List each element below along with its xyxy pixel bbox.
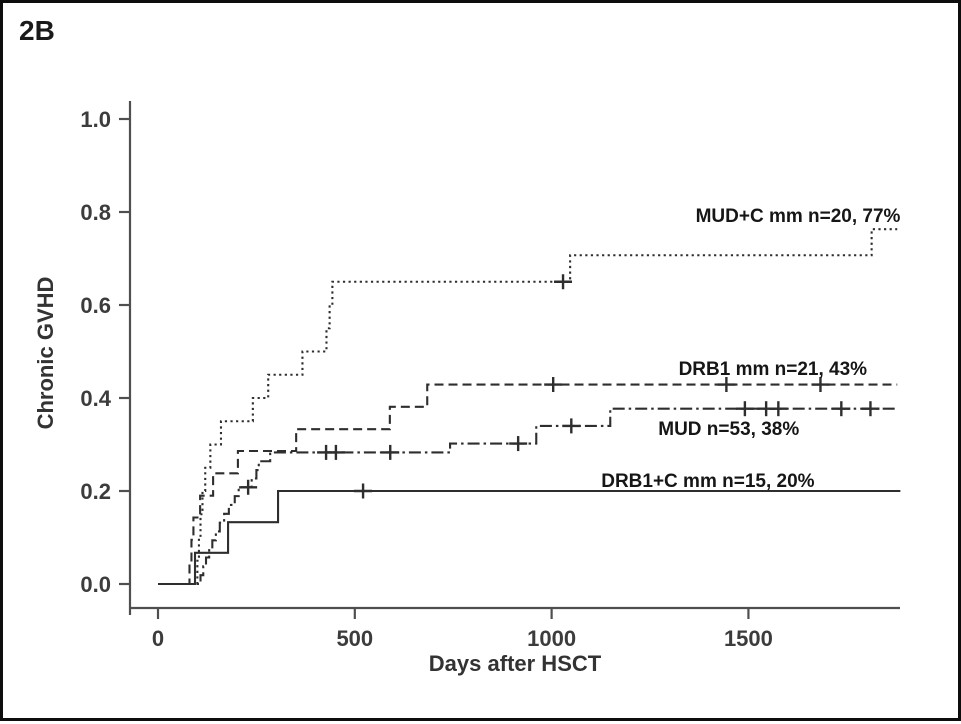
- axes: [128, 101, 900, 615]
- mud-curve: [158, 407, 898, 586]
- y-axis-title: Chronic GVHD: [33, 277, 58, 430]
- x-tick-label-0: 0: [152, 626, 164, 651]
- y-tick-label-4: 0.8: [80, 200, 111, 225]
- figure-label: 2B: [19, 15, 55, 46]
- series-mud-c-mm: [158, 228, 898, 586]
- series-drb1-mm: [158, 377, 898, 586]
- y-tick-label-2: 0.4: [80, 386, 111, 411]
- chart-canvas: 0.0 0.2 0.4 0.6 0.8 1.0 0 500 1000 1500 Days after…: [33, 101, 901, 676]
- series-mud: [158, 401, 898, 586]
- series-drb1-c-mm: [158, 483, 901, 586]
- x-tick-label-1: 500: [336, 626, 373, 651]
- series-label-mud: MUD n=53, 38%: [658, 419, 799, 440]
- drb1-c-mm-curve: [158, 489, 901, 586]
- series-label-drb1-c-mm: DRB1+C mm n=15, 20%: [601, 471, 814, 492]
- y-tick-label-1: 0.2: [80, 479, 111, 504]
- drb1-mm-curve: [158, 383, 898, 586]
- x-tick-label-2: 1000: [527, 626, 576, 651]
- y-tick-label-0: 0.0: [80, 572, 111, 597]
- y-tick-label-3: 0.6: [80, 293, 111, 318]
- series-label-mud-c-mm: MUD+C mm n=20, 77%: [696, 206, 901, 227]
- series-label-drb1-mm: DRB1 mm n=21, 43%: [679, 359, 868, 380]
- x-axis-title: Days after HSCT: [429, 651, 602, 676]
- mud-c-mm-curve: [158, 228, 898, 586]
- y-tick-label-5: 1.0: [80, 107, 111, 132]
- x-tick-label-3: 1500: [724, 626, 773, 651]
